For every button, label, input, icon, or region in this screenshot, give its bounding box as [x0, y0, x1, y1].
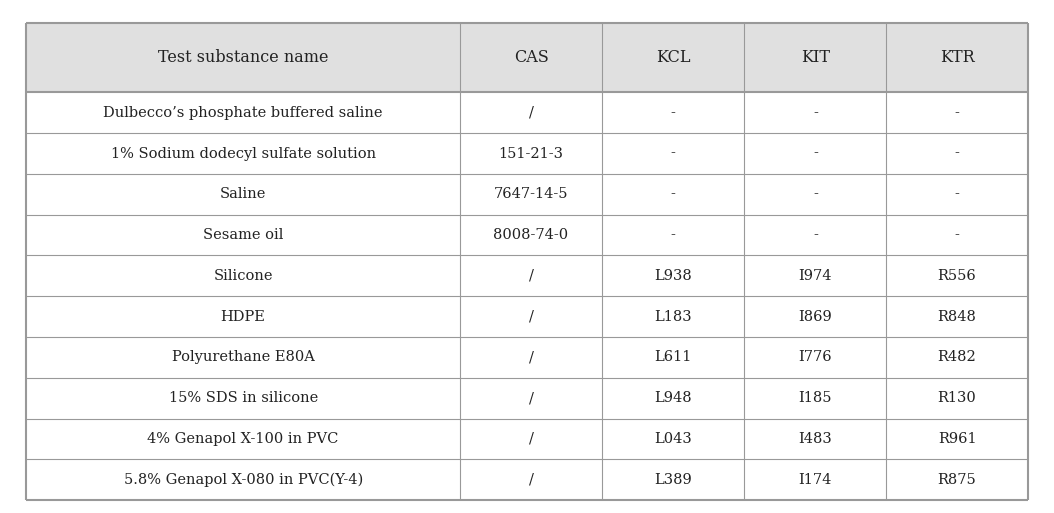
Text: 7647-14-5: 7647-14-5	[493, 187, 568, 201]
Text: R875: R875	[938, 473, 976, 487]
Text: -: -	[813, 106, 818, 120]
Text: -: -	[955, 187, 959, 201]
Text: 4% Genapol X-100 in PVC: 4% Genapol X-100 in PVC	[148, 432, 338, 446]
Bar	[26, 23, 1028, 92]
Text: L389: L389	[655, 473, 692, 487]
Text: Dulbecco’s phosphate buffered saline: Dulbecco’s phosphate buffered saline	[103, 106, 383, 120]
Text: R961: R961	[938, 432, 976, 446]
Text: KCL: KCL	[656, 49, 690, 66]
Text: -: -	[813, 147, 818, 161]
Text: /: /	[528, 350, 533, 364]
Text: Polyurethane E80A: Polyurethane E80A	[172, 350, 314, 364]
Text: /: /	[528, 432, 533, 446]
Text: HDPE: HDPE	[220, 310, 266, 324]
Text: Test substance name: Test substance name	[158, 49, 329, 66]
Text: I185: I185	[799, 391, 832, 405]
Text: I869: I869	[799, 310, 833, 324]
Text: -: -	[670, 106, 676, 120]
Text: -: -	[813, 228, 818, 242]
Text: I174: I174	[799, 473, 832, 487]
Text: Saline: Saline	[220, 187, 267, 201]
Text: L938: L938	[655, 269, 692, 283]
Text: 15% SDS in silicone: 15% SDS in silicone	[169, 391, 317, 405]
Text: /: /	[528, 391, 533, 405]
Text: R848: R848	[938, 310, 976, 324]
Text: R482: R482	[938, 350, 976, 364]
Text: /: /	[528, 269, 533, 283]
Text: 8008-74-0: 8008-74-0	[493, 228, 568, 242]
Text: KIT: KIT	[801, 49, 829, 66]
Text: 5.8% Genapol X-080 in PVC(Y-4): 5.8% Genapol X-080 in PVC(Y-4)	[123, 472, 363, 487]
Text: KTR: KTR	[940, 49, 975, 66]
Text: -: -	[955, 228, 959, 242]
Text: CAS: CAS	[513, 49, 548, 66]
Text: -: -	[955, 106, 959, 120]
Text: R130: R130	[938, 391, 976, 405]
Text: -: -	[955, 147, 959, 161]
Text: Silicone: Silicone	[213, 269, 273, 283]
Text: -: -	[670, 147, 676, 161]
Text: I483: I483	[799, 432, 833, 446]
Text: -: -	[813, 187, 818, 201]
Text: L948: L948	[655, 391, 692, 405]
Text: L043: L043	[655, 432, 692, 446]
Text: -: -	[670, 228, 676, 242]
Text: I776: I776	[799, 350, 833, 364]
Text: L183: L183	[655, 310, 692, 324]
Text: Sesame oil: Sesame oil	[203, 228, 284, 242]
Text: /: /	[528, 106, 533, 120]
Text: /: /	[528, 310, 533, 324]
Text: I974: I974	[799, 269, 832, 283]
Text: L611: L611	[655, 350, 691, 364]
Text: 1% Sodium dodecyl sulfate solution: 1% Sodium dodecyl sulfate solution	[111, 147, 375, 161]
Text: -: -	[670, 187, 676, 201]
Text: R556: R556	[938, 269, 976, 283]
Text: /: /	[528, 473, 533, 487]
Text: 151-21-3: 151-21-3	[499, 147, 564, 161]
